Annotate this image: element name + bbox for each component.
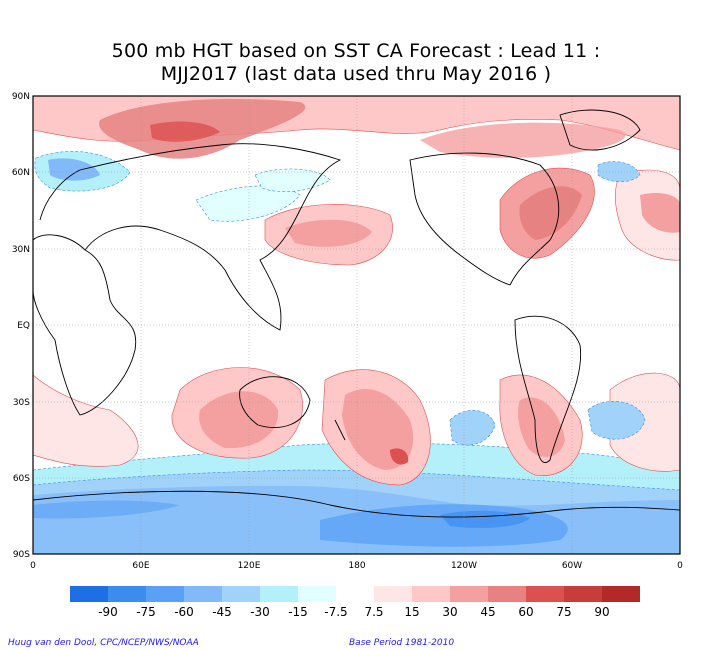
positive-anomaly-region bbox=[640, 193, 680, 233]
colorbar-label: -75 bbox=[136, 605, 156, 619]
colorbar-swatch bbox=[222, 586, 260, 602]
longitude-label: 60W bbox=[562, 561, 582, 571]
negative-anomaly-region bbox=[587, 401, 646, 440]
colorbar-swatch bbox=[184, 586, 222, 602]
anomaly-shading bbox=[33, 96, 680, 554]
credit-text: Huug van den Dool, CPC/NCEP/NWS/NOAA bbox=[8, 638, 199, 648]
negative-anomaly-region bbox=[597, 161, 641, 183]
latitude-label: 60N bbox=[12, 168, 30, 178]
negative-anomaly-region bbox=[48, 158, 100, 181]
colorbar-swatch bbox=[146, 586, 184, 602]
antarctica-coastline bbox=[33, 490, 680, 518]
base-period-text: Base Period 1981-2010 bbox=[349, 638, 455, 648]
longitude-label: 120E bbox=[238, 561, 261, 571]
colorbar-label: 15 bbox=[404, 605, 419, 619]
negative-anomaly-region bbox=[33, 500, 180, 519]
negative-anomaly-region bbox=[254, 168, 331, 193]
positive-anomaly-region bbox=[420, 122, 626, 158]
latitude-label: 30S bbox=[13, 398, 30, 408]
colorbar-label: -30 bbox=[250, 605, 270, 619]
colorbar-label: 90 bbox=[594, 605, 609, 619]
positive-anomaly-region bbox=[150, 121, 220, 142]
colorbar-label: 75 bbox=[556, 605, 571, 619]
colorbar-label: -90 bbox=[98, 605, 118, 619]
latitude-label: 60S bbox=[13, 474, 30, 484]
colorbar-swatch bbox=[336, 586, 374, 602]
colorbar-swatch bbox=[260, 586, 298, 602]
colorbar-swatch bbox=[374, 586, 412, 602]
positive-anomaly-region bbox=[285, 219, 372, 247]
longitude-label: 60E bbox=[132, 561, 149, 571]
latitude-label: 90N bbox=[12, 92, 30, 102]
positive-anomaly-region bbox=[609, 372, 680, 472]
latitude-labels: 90N 60N 30N EQ 30S 60S 90S bbox=[12, 92, 30, 560]
colorbar-swatch bbox=[450, 586, 488, 602]
chart-title-line2: MJJ2017 (last data used thru May 2016 ) bbox=[160, 63, 552, 85]
longitude-label: 0 bbox=[677, 561, 683, 571]
colorbar-swatch bbox=[298, 586, 336, 602]
chart-title-line1: 500 mb HGT based on SST CA Forecast : Le… bbox=[111, 40, 601, 62]
positive-anomaly-region bbox=[390, 448, 409, 465]
positive-anomaly-region bbox=[518, 397, 565, 458]
colorbar-label: -15 bbox=[288, 605, 308, 619]
colorbar-label: -45 bbox=[212, 605, 232, 619]
colorbar-label: -60 bbox=[174, 605, 194, 619]
latitude-label: 90S bbox=[13, 550, 30, 560]
longitude-label: 0 bbox=[30, 561, 36, 571]
greenland-coastline bbox=[559, 109, 641, 151]
map-frame bbox=[32, 95, 681, 555]
coastlines bbox=[33, 109, 680, 518]
colorbar-swatch bbox=[70, 586, 108, 602]
latitude-label: EQ bbox=[17, 321, 30, 331]
colorbar-swatch bbox=[108, 586, 146, 602]
australia-coastline bbox=[239, 376, 311, 428]
colorbar-swatch bbox=[564, 586, 602, 602]
south-america-coastline bbox=[514, 315, 582, 463]
eurasia-coastline bbox=[39, 143, 342, 331]
colorbar-label: 60 bbox=[518, 605, 533, 619]
positive-anomaly-region bbox=[199, 391, 279, 449]
longitude-label: 120W bbox=[451, 561, 477, 571]
colorbar-swatch bbox=[412, 586, 450, 602]
colorbar-label: 7.5 bbox=[364, 605, 383, 619]
negative-anomaly-region bbox=[449, 410, 496, 446]
colorbar-label: 45 bbox=[480, 605, 495, 619]
positive-anomaly-region bbox=[519, 186, 582, 240]
longitude-labels: 0 60E 120E 180 120W 60W 0 bbox=[30, 561, 683, 571]
colorbar: -90 -75 -60 -45 -30 -15 -7.5 7.5 15 30 45 60 75 90 bbox=[70, 586, 640, 619]
colorbar-label: -7.5 bbox=[324, 605, 347, 619]
negative-anomaly-region bbox=[195, 185, 301, 222]
longitude-label: 180 bbox=[348, 561, 365, 571]
colorbar-label: 30 bbox=[442, 605, 457, 619]
new-zealand-coastline bbox=[334, 419, 346, 441]
graticule bbox=[33, 96, 680, 554]
latitude-label: 30N bbox=[12, 245, 30, 255]
colorbar-swatch bbox=[526, 586, 564, 602]
colorbar-swatch bbox=[602, 586, 640, 602]
positive-anomaly-region bbox=[33, 374, 139, 467]
colorbar-swatch bbox=[488, 586, 526, 602]
north-america-coastline bbox=[409, 152, 560, 286]
